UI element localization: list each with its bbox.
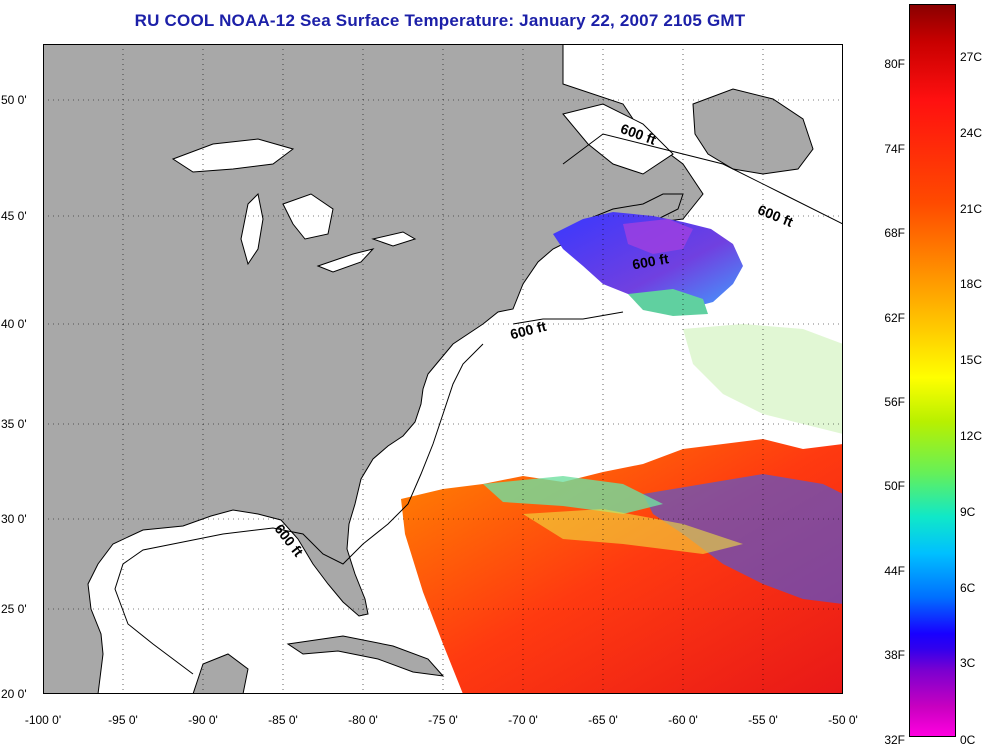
land-cuba xyxy=(286,635,445,677)
colorbar-f-38: 38F xyxy=(884,648,905,662)
lon-label-65: -65 0' xyxy=(588,713,618,727)
sst-gulf-of-maine xyxy=(553,212,743,310)
colorbar-c-18: 18C xyxy=(960,277,983,291)
isobath-600ft xyxy=(114,133,843,675)
sst-blue-patches xyxy=(643,474,843,604)
colorbar-f-74: 74F xyxy=(884,142,905,156)
lake-michigan xyxy=(240,192,264,266)
colorbar-c-3: 3C xyxy=(960,656,976,670)
colorbar-c-12: 12C xyxy=(960,429,983,443)
colorbar-c-0: 0C xyxy=(960,733,976,747)
lon-label-70: -70 0' xyxy=(508,713,538,727)
lon-label-100: -100 0' xyxy=(24,713,62,727)
colorbar-c-21: 21C xyxy=(960,202,983,216)
graticule xyxy=(43,44,843,694)
colorbar-c-27: 27C xyxy=(960,50,983,64)
lake-huron xyxy=(282,193,334,240)
lon-label-60: -60 0' xyxy=(668,713,698,727)
lake-superior xyxy=(171,138,295,173)
lat-label-25: 25 0' xyxy=(1,602,27,616)
lon-label-55: -55 0' xyxy=(748,713,778,727)
lon-label-75: -75 0' xyxy=(428,713,458,727)
sst-slope-water xyxy=(628,289,708,316)
lat-label-45: 45 0' xyxy=(1,209,27,223)
colorbar-f-32: 32F xyxy=(884,733,905,747)
colorbar-c-24: 24C xyxy=(960,126,983,140)
lat-label-50: 50 0' xyxy=(1,93,27,107)
land-yucatan xyxy=(192,653,249,694)
colorbar-f-80: 80F xyxy=(884,57,905,71)
sst-map: 600 ft 600 ft 600 ft 600 ft 600 ft xyxy=(43,44,843,694)
colorbar-c-15: 15C xyxy=(960,353,983,367)
sst-cold-patch xyxy=(623,219,693,254)
lake-erie xyxy=(316,248,375,273)
st-lawrence-gulf xyxy=(562,103,674,175)
colorbar-f-56: 56F xyxy=(884,395,905,409)
colorbar-c-9: 9C xyxy=(960,505,976,519)
lat-label-40: 40 0' xyxy=(1,317,27,331)
colorbar-c-6: 6C xyxy=(960,581,976,595)
colorbar-f-44: 44F xyxy=(884,564,905,578)
land-newfoundland xyxy=(692,88,814,175)
lat-label-30: 30 0' xyxy=(1,512,27,526)
sst-teal-band xyxy=(483,476,663,514)
lat-label-20: 20 0' xyxy=(1,687,27,701)
lon-label-50: -50 0' xyxy=(828,713,858,727)
lake-ontario xyxy=(371,231,417,247)
lat-label-35: 35 0' xyxy=(1,417,27,431)
lon-label-80: -80 0' xyxy=(348,713,378,727)
colorbar-f-50: 50F xyxy=(884,479,905,493)
colorbar-f-68: 68F xyxy=(884,226,905,240)
map-title: RU COOL NOAA-12 Sea Surface Temperature:… xyxy=(134,11,746,30)
sst-yellow-band xyxy=(523,509,743,554)
lon-label-95: -95 0' xyxy=(108,713,138,727)
isobath-label-3: 600 ft xyxy=(631,250,670,272)
colorbar-f-62: 62F xyxy=(884,311,905,325)
lon-label-90: -90 0' xyxy=(188,713,218,727)
lon-label-85: -85 0' xyxy=(268,713,298,727)
temperature-colorbar xyxy=(909,4,956,737)
